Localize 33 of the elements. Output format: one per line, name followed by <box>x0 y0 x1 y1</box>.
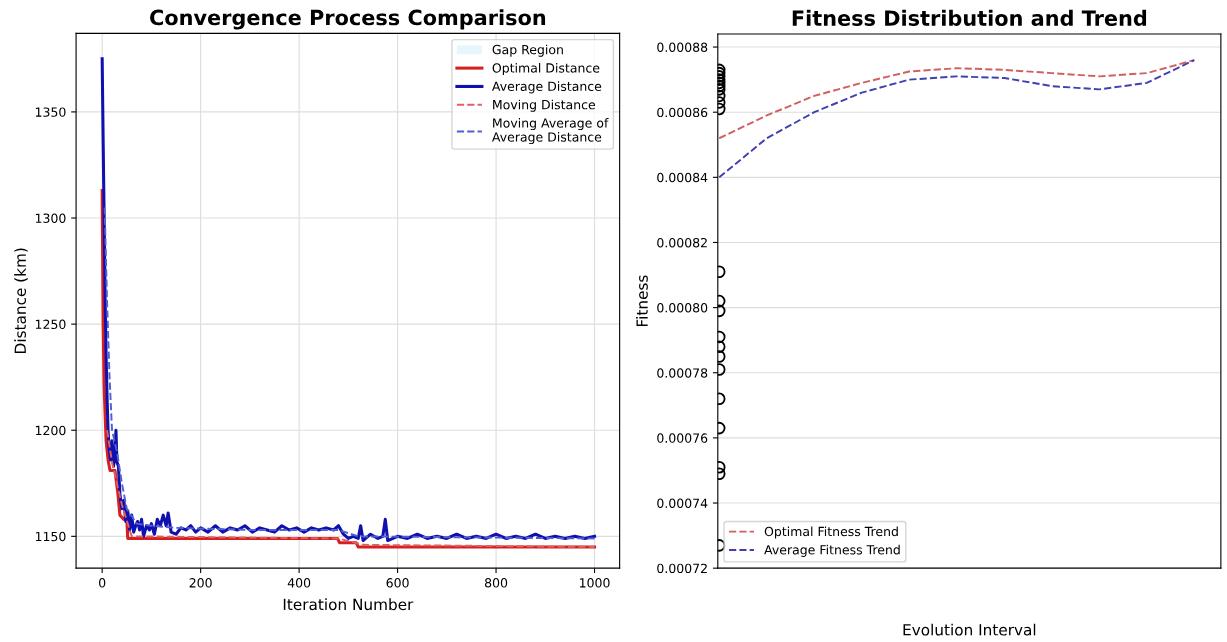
x-axis-title: Evolution Interval <box>903 623 1036 636</box>
x-tick-label: 400 <box>287 578 311 588</box>
legend-label: Average Fitness Trend <box>764 544 900 557</box>
chart-title: Convergence Process Comparison <box>150 9 546 30</box>
y-tick-label: 1200 <box>35 425 66 436</box>
y-axis-title: Distance (km) <box>14 248 28 353</box>
y-axis-title: Fitness <box>636 275 648 327</box>
x-tick-label: 1000 <box>579 578 610 588</box>
y-tick-label: 0.00076 <box>657 433 708 443</box>
chart-title: Fitness Distribution and Trend <box>792 9 1147 26</box>
x-tick-label: 0 <box>99 578 106 588</box>
legend-label: Gap Region <box>492 44 563 57</box>
legend-label: Optimal Distance <box>492 62 600 76</box>
x-axis-title: Iteration Number <box>283 598 414 611</box>
legend-label: Average Distance <box>491 81 602 94</box>
y-tick-label: 0.00074 <box>657 498 708 508</box>
y-tick-label: 0.00088 <box>657 42 708 52</box>
x-tick-label: 600 <box>386 578 409 588</box>
y-tick-label: 1150 <box>35 531 66 542</box>
legend-label: Optimal Fitness Trend <box>764 526 898 539</box>
y-tick-label: 0.00084 <box>657 172 708 183</box>
y-tick-label: 0.00082 <box>657 237 707 248</box>
y-tick-label: 1350 <box>35 107 66 117</box>
legend-label: Moving Average of Average Distance <box>491 118 609 145</box>
y-tick-label: 0.00072 <box>657 563 707 574</box>
y-tick-label: 0.00080 <box>657 303 708 313</box>
x-tick-label: 200 <box>189 578 212 588</box>
y-tick-label: 0.00086 <box>657 107 708 118</box>
y-tick-label: 1250 <box>35 319 66 330</box>
x-tick-label: 800 <box>484 578 508 588</box>
y-tick-label: 0.00078 <box>657 368 708 378</box>
legend-label: Moving Distance <box>493 99 596 112</box>
y-tick-label: 1300 <box>35 213 66 223</box>
